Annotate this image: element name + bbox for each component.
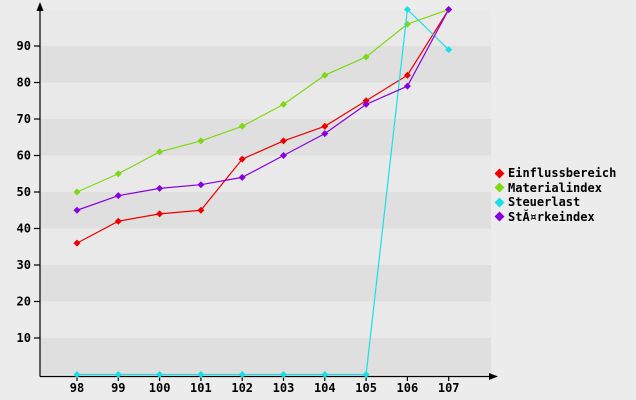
data-point-diamond-icon bbox=[156, 210, 164, 218]
plot-band bbox=[40, 82, 491, 119]
x-tick-label: 100 bbox=[149, 381, 171, 395]
legend-diamond-icon bbox=[494, 211, 505, 222]
data-point-diamond-icon bbox=[321, 371, 329, 378]
y-tick-label: 40 bbox=[17, 222, 31, 236]
legend: Einflussbereich Materialindex Steuerlast St… bbox=[494, 166, 617, 225]
data-point-diamond-icon bbox=[362, 97, 370, 105]
series-line bbox=[76, 8, 449, 193]
plot-band bbox=[40, 9, 491, 46]
plot-band bbox=[40, 192, 491, 229]
data-point-diamond-icon bbox=[73, 188, 81, 196]
legend-item: Steuerlast bbox=[494, 195, 616, 210]
data-point-diamond-icon bbox=[238, 173, 246, 181]
data-point-diamond-icon bbox=[280, 152, 287, 159]
x-tick-label: 104 bbox=[314, 381, 336, 395]
data-point-diamond-icon bbox=[114, 371, 122, 378]
legend-diamond-icon bbox=[494, 197, 505, 208]
data-point-diamond-icon bbox=[114, 217, 122, 225]
plot-band bbox=[40, 265, 491, 302]
y-tick-labels: 10 20 30 40 50 60 70 80 90 bbox=[17, 39, 40, 345]
legend-item: StĂ¤rkeindex bbox=[494, 209, 616, 225]
data-point-diamond-icon bbox=[280, 371, 287, 378]
series-3 bbox=[73, 6, 453, 214]
x-tick-label: 102 bbox=[231, 381, 253, 395]
legend-label: Einflussbereich bbox=[508, 166, 617, 180]
data-point-diamond-icon bbox=[362, 53, 370, 61]
x-tick-label: 99 bbox=[111, 381, 125, 395]
x-axis-arrow-icon bbox=[489, 373, 498, 380]
y-tick-label: 70 bbox=[17, 112, 31, 126]
series-2 bbox=[73, 6, 453, 378]
data-point-diamond-icon bbox=[73, 371, 81, 378]
data-point-diamond-icon bbox=[238, 371, 246, 378]
data-point-diamond-icon bbox=[362, 371, 370, 378]
data-point-diamond-icon bbox=[197, 371, 205, 378]
y-tick-label: 90 bbox=[17, 39, 31, 53]
data-point-diamond-icon bbox=[197, 137, 205, 145]
data-point-diamond-icon bbox=[321, 122, 329, 130]
plot-band bbox=[40, 119, 491, 156]
data-point-diamond-icon bbox=[73, 239, 81, 247]
data-point-diamond-icon bbox=[403, 6, 411, 13]
y-tick-label: 20 bbox=[17, 295, 31, 309]
data-point-diamond-icon bbox=[197, 206, 205, 214]
data-point-diamond-icon bbox=[73, 206, 81, 214]
x-tick-label: 107 bbox=[438, 381, 460, 395]
plot-band bbox=[40, 338, 491, 375]
data-point-diamond-icon bbox=[445, 46, 453, 54]
data-point-diamond-icon bbox=[280, 100, 287, 108]
x-tick-label: 103 bbox=[273, 381, 295, 395]
x-tick-labels: 98 99 100 101 102 103 104 105 106 107 bbox=[70, 376, 460, 395]
data-point-diamond-icon bbox=[403, 82, 411, 90]
data-point-diamond-icon bbox=[403, 71, 411, 79]
series-line bbox=[76, 9, 450, 211]
y-tick-label: 30 bbox=[17, 258, 31, 272]
plot-band bbox=[40, 228, 491, 265]
x-tick-label: 101 bbox=[190, 381, 212, 395]
x-tick-label: 106 bbox=[397, 381, 419, 395]
plot-band bbox=[40, 155, 491, 192]
data-point-diamond-icon bbox=[280, 137, 287, 145]
x-tick-label: 98 bbox=[70, 381, 84, 395]
plot-bands bbox=[40, 9, 491, 375]
series-line bbox=[77, 8, 450, 376]
data-point-diamond-icon bbox=[156, 371, 164, 378]
data-point-diamond-icon bbox=[321, 71, 329, 79]
y-tick-label: 80 bbox=[17, 76, 31, 90]
data-point-diamond-icon bbox=[156, 148, 164, 156]
y-axis-arrow-icon bbox=[36, 2, 44, 11]
data-point-diamond-icon bbox=[238, 122, 246, 130]
data-point-diamond-icon bbox=[445, 6, 453, 13]
legend-item: Einflussbereich bbox=[494, 166, 617, 181]
plot-band bbox=[40, 301, 491, 338]
legend-label: Steuerlast bbox=[508, 195, 581, 209]
series-line bbox=[76, 9, 450, 244]
data-point-diamond-icon bbox=[197, 181, 205, 189]
legend-diamond-icon bbox=[494, 182, 505, 193]
data-point-diamond-icon bbox=[238, 155, 246, 163]
data-point-diamond-icon bbox=[321, 130, 329, 138]
y-tick-label: 10 bbox=[17, 331, 31, 345]
plot-band bbox=[40, 46, 491, 83]
legend-label: StĂ¤rkeindex bbox=[508, 209, 595, 224]
legend-diamond-icon bbox=[494, 168, 505, 179]
data-point-diamond-icon bbox=[114, 192, 122, 200]
legend-item: Materialindex bbox=[494, 180, 616, 196]
series-0 bbox=[73, 6, 453, 247]
y-tick-label: 50 bbox=[17, 185, 31, 199]
data-point-diamond-icon bbox=[114, 170, 122, 178]
y-tick-label: 60 bbox=[17, 149, 31, 163]
data-point-diamond-icon bbox=[362, 100, 370, 108]
data-point-diamond-icon bbox=[156, 184, 164, 192]
legend-label: Materialindex bbox=[508, 180, 602, 195]
x-tick-label: 105 bbox=[355, 381, 377, 395]
